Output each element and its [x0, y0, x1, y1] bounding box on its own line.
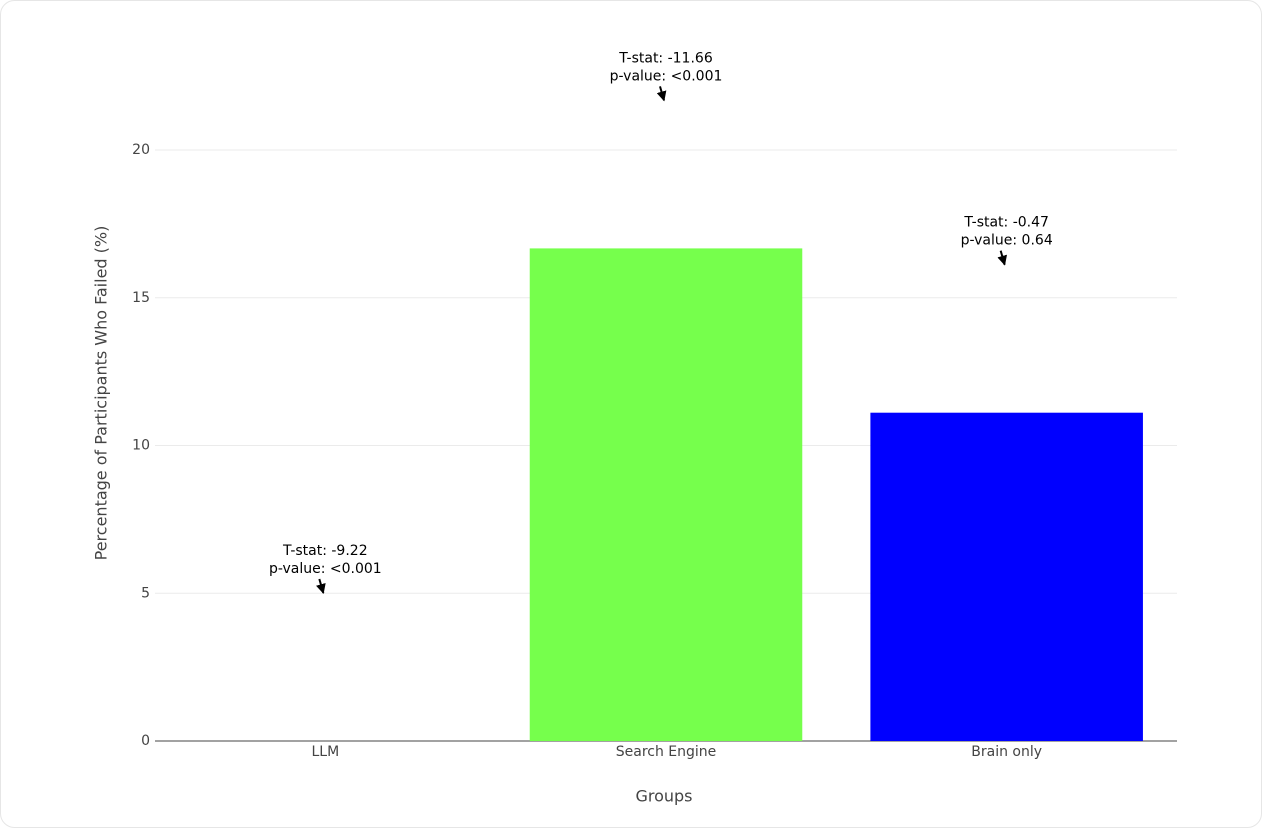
annotation-arrow [656, 86, 667, 102]
x-tick-label: Search Engine [616, 744, 717, 760]
x-tick-label: Brain only [971, 744, 1042, 760]
annotation: T-stat: -11.66 [618, 50, 713, 66]
bar [529, 248, 803, 742]
x-axis-title: Groups [635, 787, 692, 806]
y-tick-label: 0 [141, 733, 150, 749]
y-axis-title: Percentage of Participants Who Failed (%… [92, 226, 111, 561]
y-tick-label: 5 [141, 585, 150, 601]
y-tick-label: 20 [132, 142, 150, 158]
y-tick-label: 10 [132, 438, 150, 454]
annotation: p-value: 0.64 [961, 233, 1053, 249]
annotation: p-value: <0.001 [269, 561, 382, 577]
annotation-arrow [997, 250, 1008, 266]
annotation-arrow [316, 578, 326, 594]
annotation: T-stat: -0.47 [963, 215, 1049, 231]
annotation: T-stat: -9.22 [282, 543, 368, 559]
y-tick-label: 15 [132, 290, 150, 306]
annotation: p-value: <0.001 [610, 68, 723, 84]
bar [870, 412, 1143, 741]
x-tick-label: LLM [311, 744, 339, 760]
